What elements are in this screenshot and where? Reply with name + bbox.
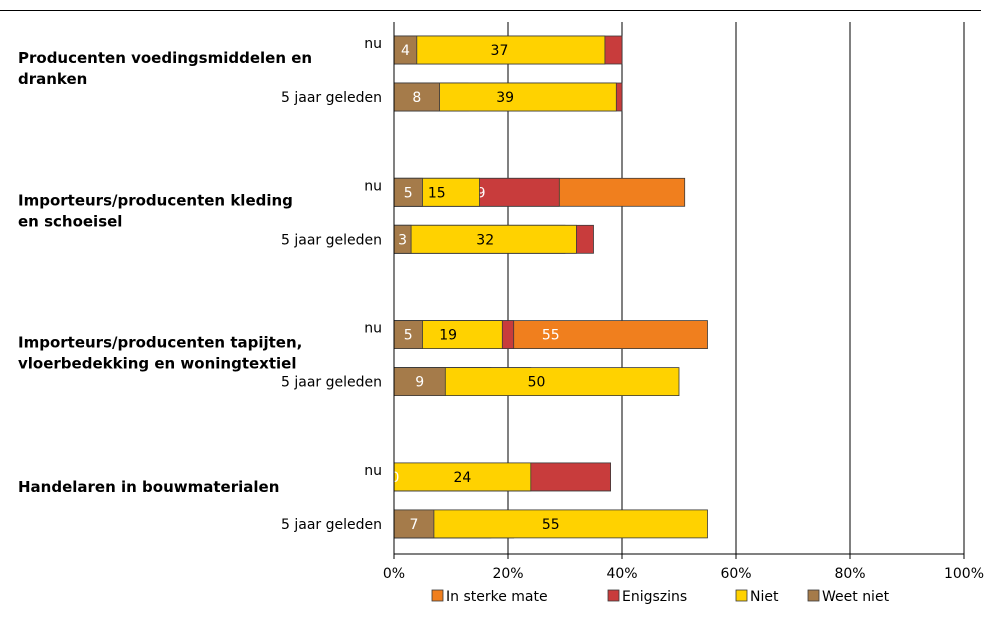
category-label: Producenten voedingsmiddelen en <box>18 49 312 67</box>
x-tick-label: 60% <box>720 566 751 582</box>
data-label: 3 <box>398 232 407 248</box>
data-label: 19 <box>439 328 457 344</box>
data-label: 5 <box>404 328 413 344</box>
data-label: 32 <box>476 232 494 248</box>
row-label: 5 jaar geleden <box>281 90 382 106</box>
category-label: Importeurs/producenten kleding <box>18 191 293 209</box>
bar-segment <box>393 462 532 492</box>
top-rule <box>0 10 981 11</box>
data-label: 37 <box>491 43 509 59</box>
row-label: 5 jaar geleden <box>281 375 382 391</box>
x-tick-label: 100% <box>944 566 984 582</box>
data-label: 8 <box>412 90 421 106</box>
legend-swatch <box>807 589 820 602</box>
row-label: 5 jaar geleden <box>281 232 382 248</box>
data-label: 24 <box>453 470 471 486</box>
row-label: nu <box>364 36 382 52</box>
data-label: 55 <box>542 328 560 344</box>
data-label: 0 <box>391 470 400 486</box>
legend-swatch <box>735 589 748 602</box>
category-label: Importeurs/producenten tapijten, <box>18 334 302 352</box>
data-label: 7 <box>409 517 418 533</box>
data-label: 9 <box>415 375 424 391</box>
legend-label: In sterke mate <box>446 589 548 605</box>
data-label: 4 <box>401 43 410 59</box>
x-tick-label: 20% <box>492 566 523 582</box>
data-label: 50 <box>528 375 546 391</box>
x-tick-label: 0% <box>383 566 405 582</box>
x-tick-label: 40% <box>606 566 637 582</box>
row-label: nu <box>364 321 382 337</box>
legend-label: Niet <box>750 589 779 605</box>
bar-segment <box>393 35 606 65</box>
bar-segment <box>393 224 577 254</box>
data-label: 55 <box>542 517 560 533</box>
category-label: dranken <box>18 70 87 88</box>
bar-segment <box>393 367 446 397</box>
category-label: en schoeisel <box>18 212 122 230</box>
bar-segment <box>393 509 435 539</box>
data-label: 5 <box>404 185 413 201</box>
row-label: 5 jaar geleden <box>281 517 382 533</box>
legend-label: Weet niet <box>822 589 890 605</box>
data-label: 15 <box>428 185 446 201</box>
row-label: nu <box>364 178 382 194</box>
category-label: Handelaren in bouwmaterialen <box>18 478 279 496</box>
x-tick-label: 80% <box>834 566 865 582</box>
legend-swatch <box>431 589 444 602</box>
category-label: vloerbedekking en woningtextiel <box>18 355 296 373</box>
legend-label: Enigszins <box>622 589 687 605</box>
row-label: nu <box>364 463 382 479</box>
bar-segment <box>393 82 440 112</box>
legend-swatch <box>607 589 620 602</box>
data-label: 39 <box>496 90 514 106</box>
